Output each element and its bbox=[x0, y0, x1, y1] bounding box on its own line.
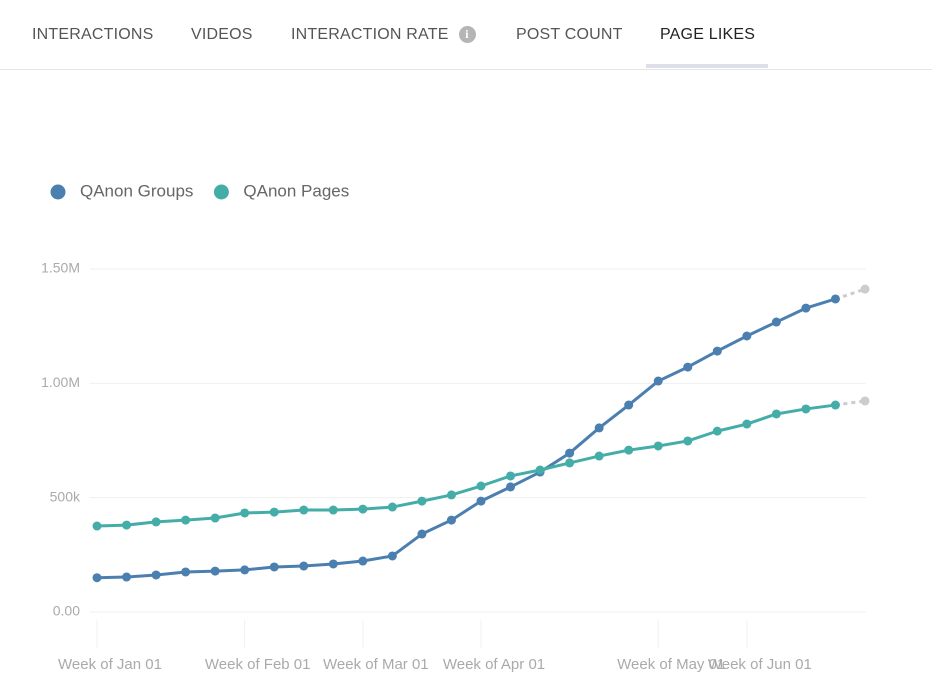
data-point bbox=[476, 481, 486, 491]
data-point bbox=[446, 490, 456, 500]
incomplete-segment bbox=[834, 287, 866, 301]
data-point bbox=[771, 317, 781, 327]
tab-label: POST COUNT bbox=[516, 26, 623, 43]
x-tick-label: Week of Jan 01 bbox=[58, 656, 162, 673]
data-point bbox=[92, 573, 102, 583]
legend-marker bbox=[50, 184, 66, 200]
y-tick-label: 500k bbox=[50, 488, 81, 504]
data-point bbox=[830, 294, 840, 304]
active-tab-indicator bbox=[646, 64, 768, 68]
data-point bbox=[683, 362, 693, 372]
data-point bbox=[535, 465, 545, 475]
data-point bbox=[417, 496, 427, 506]
data-point bbox=[269, 562, 279, 572]
data-point bbox=[653, 441, 663, 451]
data-point bbox=[801, 303, 811, 313]
tab-label: PAGE LIKES bbox=[660, 26, 756, 43]
info-icon[interactable]: i bbox=[458, 26, 476, 43]
data-point bbox=[506, 482, 516, 492]
data-point bbox=[299, 561, 309, 571]
data-point bbox=[830, 400, 840, 410]
data-point bbox=[594, 451, 604, 461]
legend-label: QAnon Pages bbox=[243, 181, 349, 200]
tab[interactable]: VIDEOS bbox=[191, 26, 253, 44]
x-tick-label: Week of Feb 01 bbox=[205, 656, 311, 673]
tab-bar: INTERACTIONS VIDEOS INTERACTION RATE i POST … bbox=[0, 0, 932, 70]
data-point bbox=[151, 570, 161, 580]
data-point bbox=[565, 458, 575, 468]
data-point bbox=[476, 496, 486, 506]
data-point bbox=[240, 508, 250, 518]
data-point bbox=[181, 567, 191, 577]
data-point bbox=[712, 426, 722, 436]
data-point bbox=[742, 419, 752, 429]
data-point bbox=[269, 507, 279, 517]
data-point bbox=[624, 445, 634, 455]
data-point bbox=[742, 331, 752, 341]
x-tick-label: Week of May 01 bbox=[617, 656, 725, 673]
tab[interactable]: INTERACTIONS bbox=[32, 26, 154, 44]
data-point bbox=[299, 505, 309, 515]
x-tick-label: Week of Jun 01 bbox=[708, 656, 812, 673]
data-point bbox=[328, 559, 338, 569]
data-point bbox=[122, 572, 132, 582]
data-point bbox=[624, 400, 634, 410]
data-point bbox=[712, 346, 722, 356]
legend-label: QAnon Groups bbox=[80, 181, 193, 200]
tab[interactable]: INTERACTION RATE i bbox=[291, 26, 476, 44]
data-point bbox=[92, 521, 102, 531]
tab-label: INTERACTIONS bbox=[32, 26, 154, 43]
y-tick-label: 1.50M bbox=[41, 260, 80, 276]
data-point bbox=[683, 436, 693, 446]
data-point bbox=[210, 513, 220, 523]
tab[interactable]: POST COUNT bbox=[516, 26, 623, 44]
data-point bbox=[358, 556, 368, 566]
tab[interactable]: PAGE LIKES bbox=[660, 26, 755, 44]
data-point bbox=[151, 517, 161, 527]
data-point bbox=[594, 423, 604, 433]
data-point bbox=[771, 409, 781, 419]
y-tick-label: 0.00 bbox=[53, 603, 80, 619]
series-line bbox=[96, 297, 836, 580]
data-point bbox=[653, 376, 663, 386]
y-tick-label: 1.00M bbox=[41, 374, 80, 390]
data-point bbox=[565, 448, 575, 458]
data-point bbox=[506, 471, 516, 481]
data-point bbox=[358, 504, 368, 514]
data-point bbox=[328, 505, 338, 515]
tab-label: INTERACTION RATE bbox=[291, 26, 449, 43]
incomplete-segment bbox=[835, 399, 866, 407]
tab-label: VIDEOS bbox=[191, 26, 253, 43]
data-point bbox=[387, 502, 397, 512]
data-point bbox=[801, 404, 811, 414]
data-point bbox=[210, 566, 220, 576]
data-point bbox=[387, 551, 397, 561]
data-point bbox=[181, 515, 191, 525]
x-tick-label: Week of Mar 01 bbox=[323, 656, 429, 673]
x-tick-label: Week of Apr 01 bbox=[443, 656, 545, 673]
data-point bbox=[417, 529, 427, 539]
data-point bbox=[240, 565, 250, 575]
legend-marker bbox=[213, 184, 229, 200]
data-point bbox=[446, 515, 456, 525]
data-point bbox=[860, 396, 870, 406]
data-point bbox=[860, 284, 870, 294]
data-point bbox=[122, 520, 132, 530]
series-line bbox=[96, 403, 836, 528]
